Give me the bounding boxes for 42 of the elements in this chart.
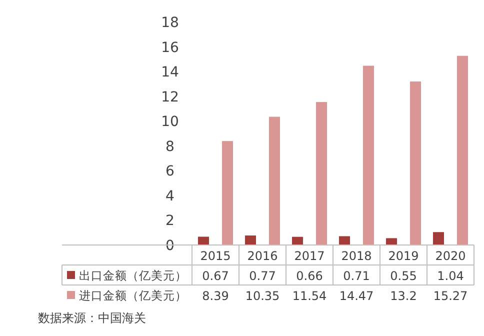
y-tick-label: 14 (161, 64, 179, 81)
y-tick-label: 10 (161, 114, 179, 130)
data-label: 13.2 (390, 289, 417, 303)
data-label: 15.27 (433, 289, 468, 303)
y-tick-label: 12 (161, 89, 179, 106)
bar (339, 236, 350, 245)
bar (363, 66, 374, 245)
bar (292, 236, 303, 245)
data-label: 10.35 (245, 289, 280, 303)
bar (410, 81, 421, 245)
bar (386, 238, 397, 245)
bar (316, 102, 327, 245)
bar (457, 56, 468, 245)
data-label: 0.77 (249, 269, 276, 283)
y-tick-label: 8 (166, 138, 174, 155)
data-label: 0.66 (296, 269, 323, 283)
x-tick-label: 2020 (435, 249, 466, 263)
x-tick-label: 2018 (341, 249, 372, 263)
y-tick-label: 6 (166, 164, 175, 180)
data-label: 8.39 (202, 289, 229, 303)
y-tick-label: 2 (166, 213, 174, 230)
data-label: 11.54 (292, 289, 327, 303)
x-tick-label: 2019 (388, 249, 419, 263)
legend-label: 进口金额（亿美元） (79, 288, 187, 302)
legend-label: 出口金额（亿美元） (79, 268, 187, 282)
x-tick-label: 2015 (200, 249, 231, 263)
bar (269, 116, 280, 245)
x-tick-label: 2016 (247, 249, 278, 263)
data-label: 0.71 (343, 269, 370, 283)
bar (198, 236, 209, 245)
data-label: 0.55 (390, 269, 417, 283)
y-tick-label: 4 (166, 188, 175, 204)
data-label: 1.04 (437, 269, 464, 283)
bar (222, 141, 233, 245)
bar (245, 235, 256, 245)
data-label: 0.67 (202, 269, 229, 283)
y-tick-label: 18 (161, 15, 179, 31)
y-tick-label: 16 (161, 40, 179, 56)
data-label: 14.47 (339, 289, 374, 303)
x-tick-label: 2017 (294, 249, 325, 263)
source-note: 数据来源：中国海关 (38, 311, 146, 325)
bar (433, 232, 444, 245)
